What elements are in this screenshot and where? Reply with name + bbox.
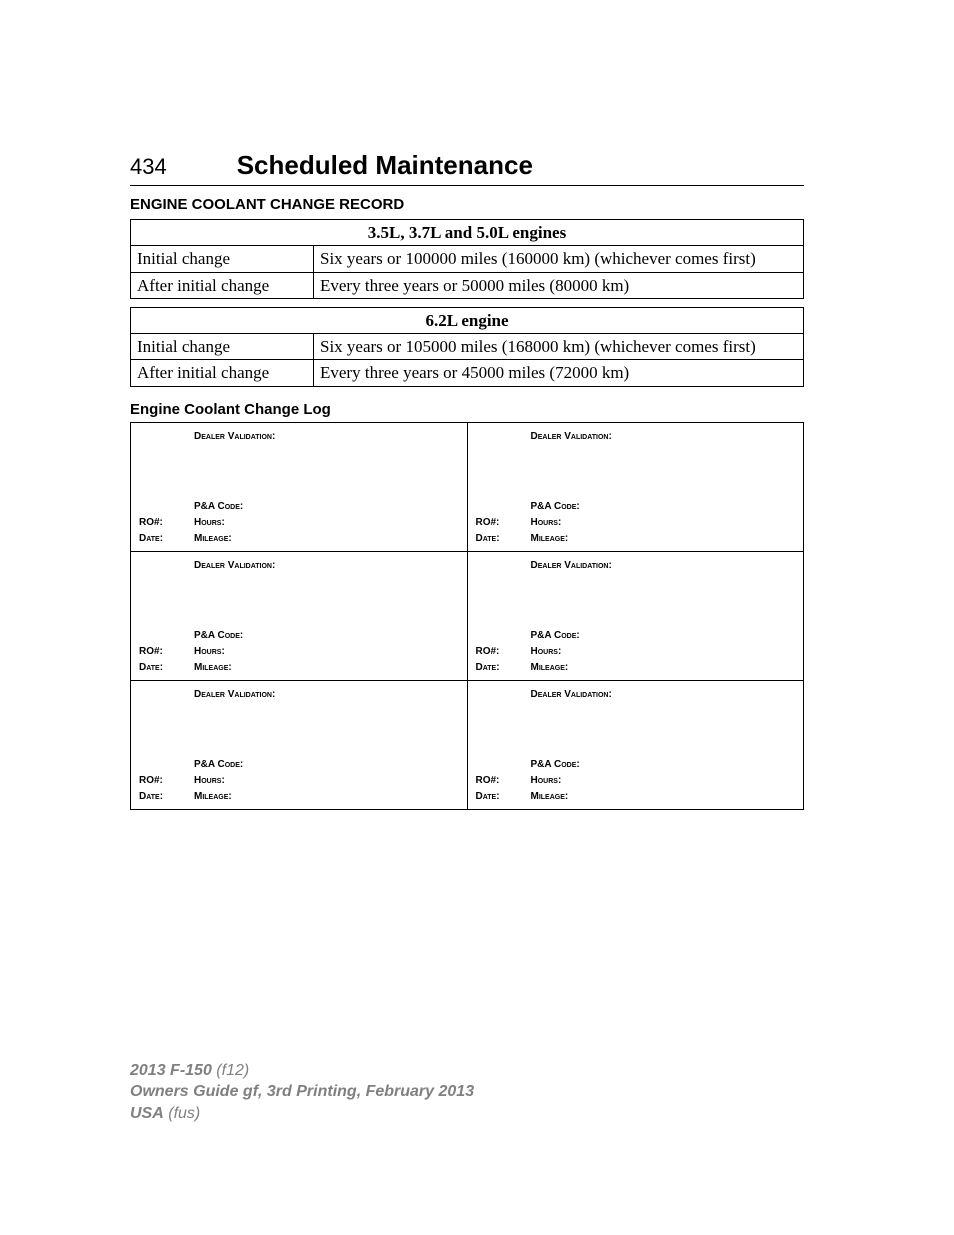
log-cell: RO#:Date: Dealer Validation: P&A Code:Hour… bbox=[467, 551, 804, 680]
footer-region: USA bbox=[130, 1105, 164, 1122]
spec-table-2-title: 6.2L engine bbox=[131, 307, 804, 333]
spec-table-2: 6.2L engine Initial change Six years or … bbox=[130, 307, 804, 387]
log-cell: RO#:Date: Dealer Validation: P&A Code:Hour… bbox=[131, 680, 468, 809]
log-ro-label: RO#: bbox=[139, 773, 194, 789]
footer-line-1: 2013 F-150 (f12) bbox=[130, 1060, 804, 1082]
log-dealer-validation-label: Dealer Validation: bbox=[531, 429, 796, 445]
log-ro-label: RO#: bbox=[476, 773, 531, 789]
log-hours-label: Hours: bbox=[531, 515, 796, 531]
spec-table-1-title: 3.5L, 3.7L and 5.0L engines bbox=[131, 220, 804, 246]
log-table: RO#:Date:Dealer Validation:P&A Code:Hour… bbox=[130, 422, 804, 810]
log-dealer-validation-label: Dealer Validation: bbox=[194, 429, 459, 445]
log-cell: RO#:Date: Dealer Validation: P&A Code:Hour… bbox=[467, 422, 804, 551]
log-dealer-validation-label: Dealer Validation: bbox=[194, 558, 459, 574]
footer-line-3: USA (fus) bbox=[130, 1103, 804, 1125]
log-cell: RO#:Date: Dealer Validation: P&A Code:Hour… bbox=[131, 422, 468, 551]
log-pa-code-label: P&A Code: bbox=[194, 499, 459, 515]
log-mileage-label: Mileage: bbox=[194, 789, 459, 805]
log-dealer-validation-label: Dealer Validation: bbox=[531, 687, 796, 703]
log-ro-label: RO#: bbox=[139, 515, 194, 531]
spec-row-value: Every three years or 45000 miles (72000 … bbox=[314, 360, 804, 386]
page-container: 434 Scheduled Maintenance ENGINE COOLANT… bbox=[0, 0, 954, 1184]
log-date-label: Date: bbox=[476, 531, 531, 547]
log-cell: RO#:Date: Dealer Validation: P&A Code:Hour… bbox=[131, 551, 468, 680]
footer-model: 2013 F-150 bbox=[130, 1062, 212, 1079]
spec-row-value: Six years or 100000 miles (160000 km) (w… bbox=[314, 246, 804, 272]
log-ro-label: RO#: bbox=[139, 644, 194, 660]
spec-row-label: Initial change bbox=[131, 246, 314, 272]
log-mileage-label: Mileage: bbox=[194, 660, 459, 676]
log-hours-label: Hours: bbox=[194, 644, 459, 660]
log-mileage-label: Mileage: bbox=[531, 660, 796, 676]
log-dealer-validation-label: Dealer Validation: bbox=[531, 558, 796, 574]
spec-table-1: 3.5L, 3.7L and 5.0L engines Initial chan… bbox=[130, 219, 804, 299]
log-mileage-label: Mileage: bbox=[531, 789, 796, 805]
log-hours-label: Hours: bbox=[194, 515, 459, 531]
log-mileage-label: Mileage: bbox=[194, 531, 459, 547]
footer-code-1: (f12) bbox=[216, 1062, 249, 1079]
log-hours-label: Hours: bbox=[194, 773, 459, 789]
log-date-label: Date: bbox=[139, 531, 194, 547]
footer-line-2: Owners Guide gf, 3rd Printing, February … bbox=[130, 1081, 804, 1103]
log-ro-label: RO#: bbox=[476, 515, 531, 531]
log-pa-code-label: P&A Code: bbox=[531, 757, 796, 773]
log-date-label: Date: bbox=[139, 660, 194, 676]
log-ro-label: RO#: bbox=[476, 644, 531, 660]
footer-code-2: (fus) bbox=[168, 1105, 200, 1122]
log-date-label: Date: bbox=[139, 789, 194, 805]
log-pa-code-label: P&A Code: bbox=[531, 499, 796, 515]
page-title: Scheduled Maintenance bbox=[237, 150, 533, 181]
spec-row-value: Every three years or 50000 miles (80000 … bbox=[314, 272, 804, 298]
page-header: 434 Scheduled Maintenance bbox=[130, 150, 804, 186]
log-cell: RO#:Date: Dealer Validation: P&A Code:Hour… bbox=[467, 680, 804, 809]
log-hours-label: Hours: bbox=[531, 773, 796, 789]
spec-row-label: After initial change bbox=[131, 360, 314, 386]
log-pa-code-label: P&A Code: bbox=[194, 757, 459, 773]
spec-row-label: Initial change bbox=[131, 334, 314, 360]
log-date-label: Date: bbox=[476, 660, 531, 676]
log-dealer-validation-label: Dealer Validation: bbox=[194, 687, 459, 703]
page-number: 434 bbox=[130, 154, 167, 180]
spec-row-label: After initial change bbox=[131, 272, 314, 298]
log-hours-label: Hours: bbox=[531, 644, 796, 660]
record-heading: ENGINE COOLANT CHANGE RECORD bbox=[130, 196, 804, 213]
log-pa-code-label: P&A Code: bbox=[531, 628, 796, 644]
spec-row-value: Six years or 105000 miles (168000 km) (w… bbox=[314, 334, 804, 360]
log-pa-code-label: P&A Code: bbox=[194, 628, 459, 644]
log-date-label: Date: bbox=[476, 789, 531, 805]
footer: 2013 F-150 (f12) Owners Guide gf, 3rd Pr… bbox=[130, 1060, 804, 1125]
log-mileage-label: Mileage: bbox=[531, 531, 796, 547]
log-heading: Engine Coolant Change Log bbox=[130, 401, 804, 418]
